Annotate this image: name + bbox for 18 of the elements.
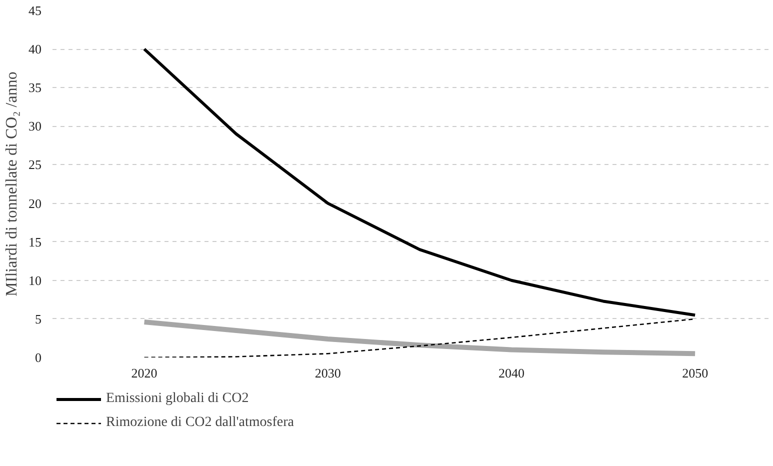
y-tick-label: 40 — [28, 42, 42, 57]
y-tick-label: 10 — [28, 272, 42, 288]
line-series — [142, 48, 697, 317]
legend-label: Rimozione di CO2 dall'atmosfera — [106, 415, 294, 431]
x-tick-label: 2020 — [131, 366, 158, 380]
y-tick-label: 15 — [28, 234, 42, 250]
y-tick-label: 30 — [28, 118, 42, 134]
x-tick-label: 2030 — [314, 366, 341, 380]
y-tick-label: 45 — [28, 3, 42, 18]
legend-label: Emissioni globali di CO2 — [106, 391, 249, 407]
y-tick-label: 35 — [28, 80, 42, 96]
y-tick-label: 20 — [28, 196, 42, 211]
y-tick-label: 25 — [28, 157, 42, 172]
x-tick-label: 2040 — [498, 366, 524, 380]
y-tick-label: 0 — [35, 350, 42, 365]
x-tick-label: 2050 — [682, 366, 708, 380]
y-tick-label: 5 — [35, 311, 42, 326]
y-axis-title: MIliardi di tonnellate di CO₂ /anno — [4, 72, 20, 296]
